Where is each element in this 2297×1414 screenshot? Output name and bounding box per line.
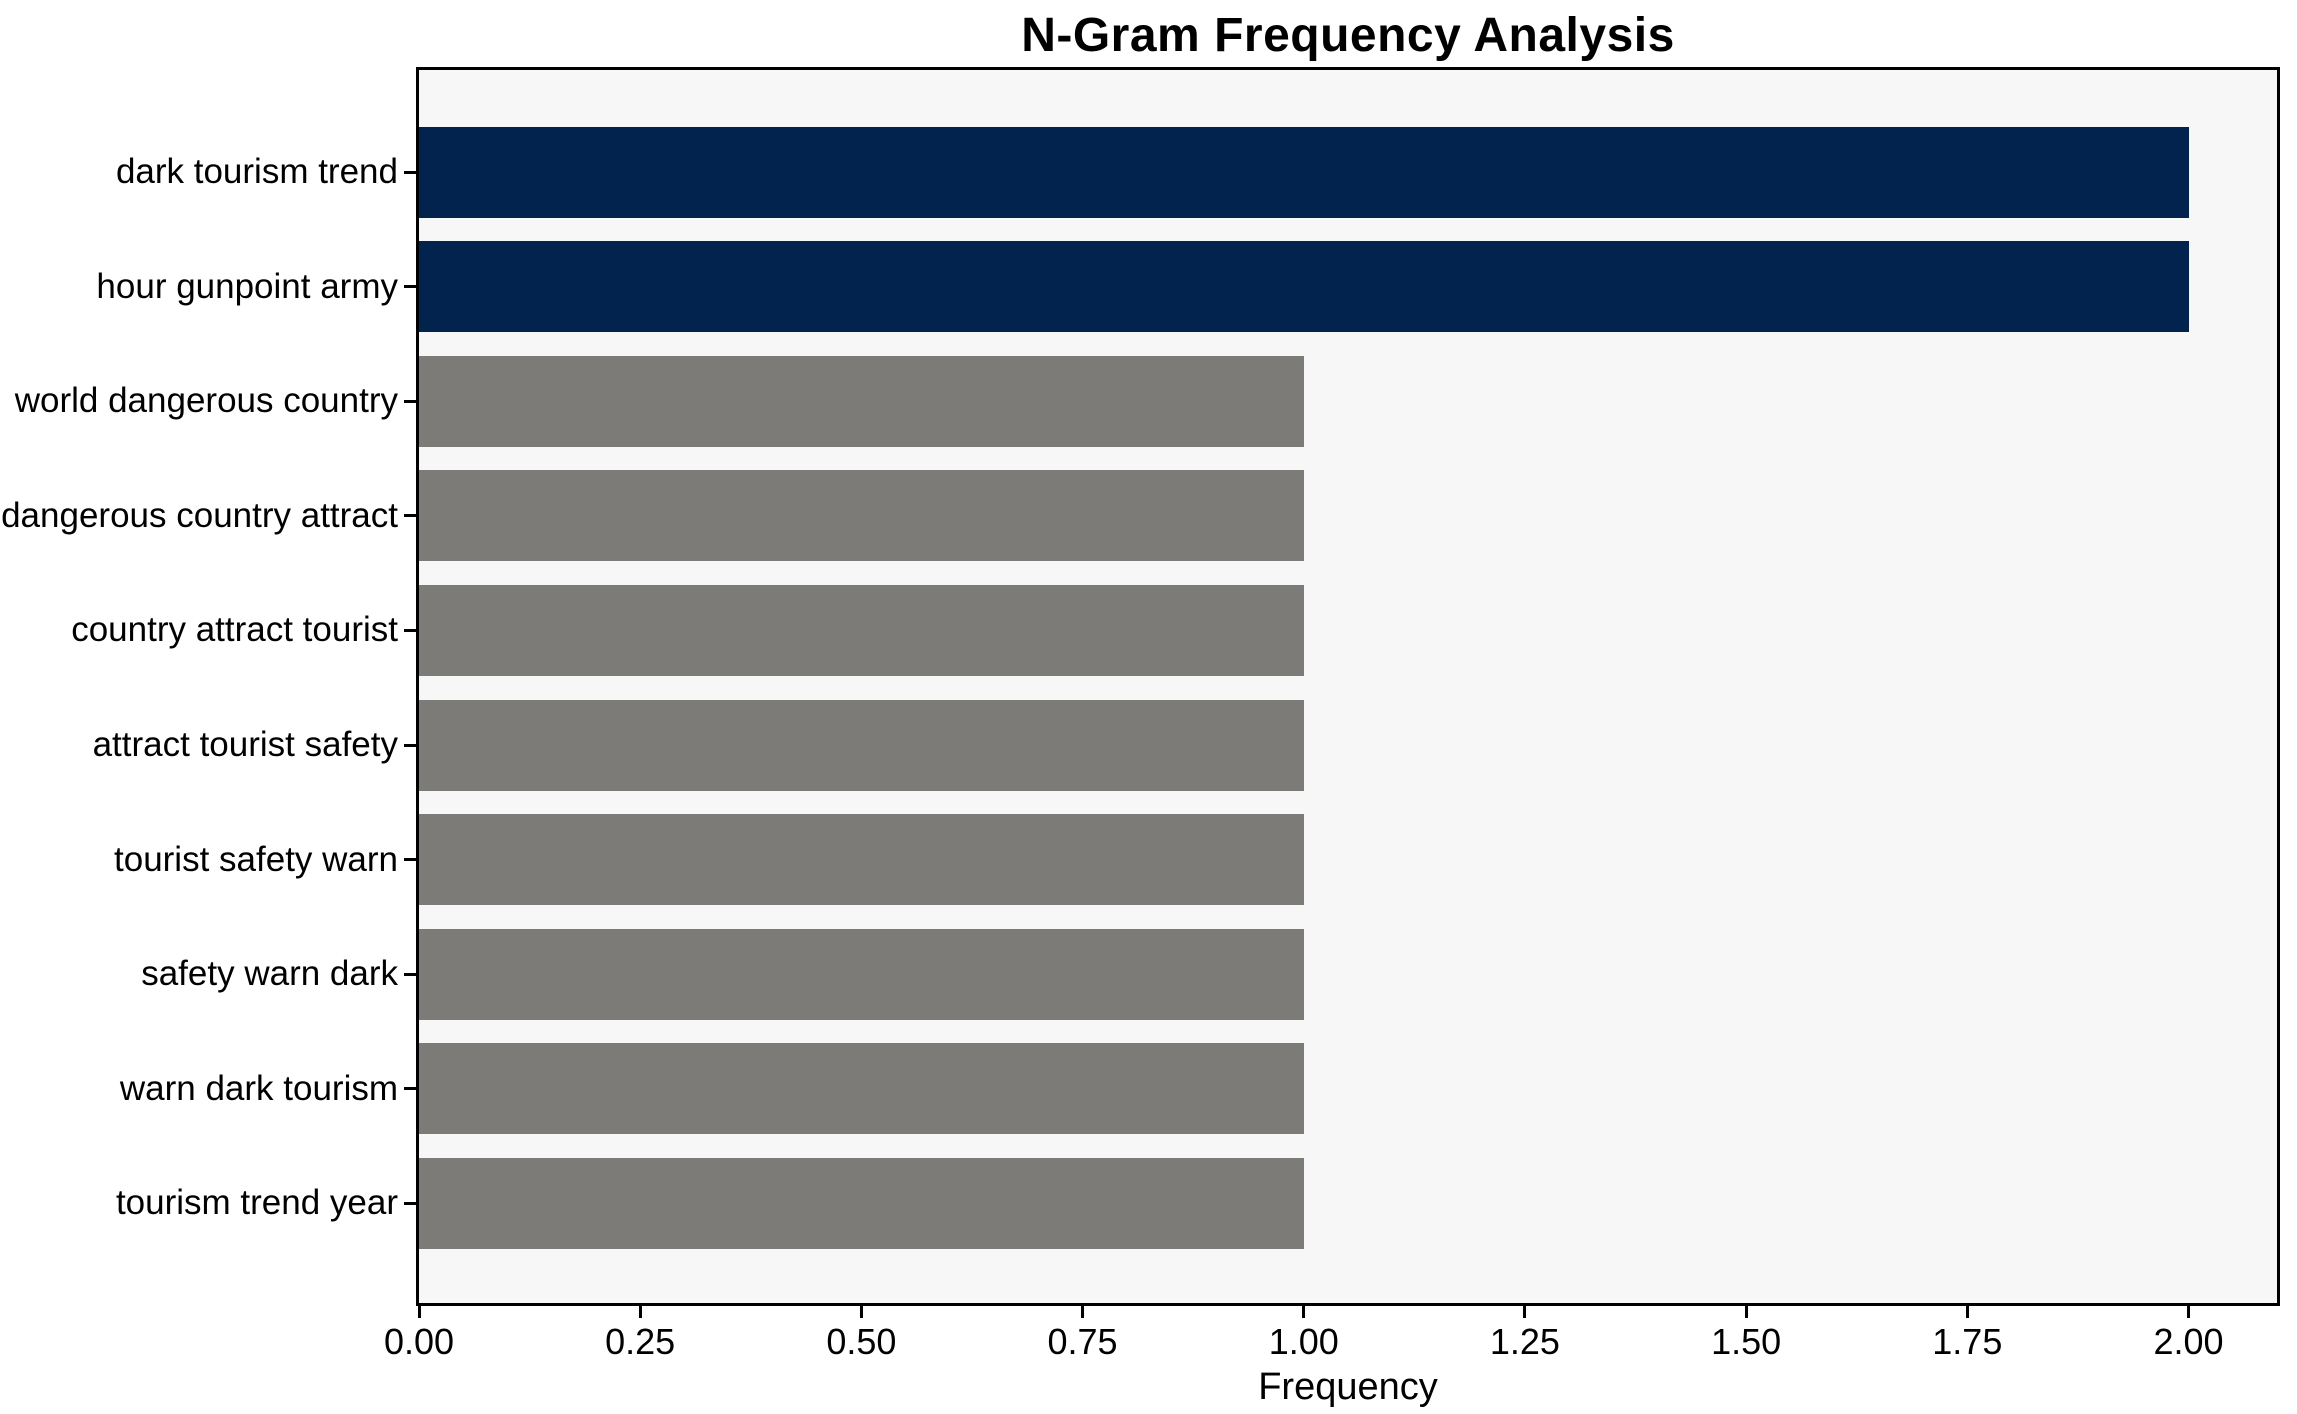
y-tick-mark — [404, 1201, 416, 1205]
bar — [419, 1043, 1304, 1135]
y-tick-mark — [404, 285, 416, 289]
y-tick-label: dark tourism trend — [115, 152, 398, 191]
y-tick-mark — [404, 628, 416, 632]
x-tick-mark — [859, 1306, 863, 1318]
bar — [419, 1157, 1304, 1249]
x-tick-label: 1.75 — [1932, 1321, 2003, 1362]
x-tick-label: 1.25 — [1489, 1321, 1560, 1362]
x-tick-mark — [1523, 1306, 1527, 1318]
x-tick-mark — [2187, 1306, 2191, 1318]
y-tick-label: tourism trend year — [115, 1183, 398, 1223]
y-tick-mark — [404, 170, 416, 174]
y-tick-mark — [404, 1087, 416, 1091]
plot-area — [416, 67, 2280, 1306]
y-tick-mark — [404, 399, 416, 403]
y-tick-label: dangerous country attract — [1, 495, 398, 535]
y-tick-mark — [404, 972, 416, 976]
x-tick-label: 0.00 — [383, 1321, 455, 1362]
x-tick-mark — [1744, 1306, 1748, 1318]
bar — [419, 584, 1304, 676]
y-tick-label: tourist safety warn — [114, 839, 398, 879]
y-tick-label: safety warn dark — [141, 954, 398, 994]
bar — [419, 241, 2189, 333]
x-tick-label: 2.00 — [2153, 1321, 2224, 1362]
bar — [419, 928, 1304, 1020]
x-tick-label: 0.50 — [826, 1321, 897, 1362]
x-tick-mark — [638, 1306, 642, 1318]
y-tick-label: attract tourist safety — [92, 725, 398, 764]
x-tick-mark — [1081, 1306, 1085, 1318]
bar — [419, 699, 1304, 791]
chart-title: N-Gram Frequency Analysis — [1021, 9, 1675, 62]
x-tick-label: 1.00 — [1268, 1321, 1339, 1362]
x-axis-label: Frequency — [1258, 1366, 1438, 1408]
bar — [419, 126, 2189, 218]
x-tick-label: 0.25 — [605, 1321, 676, 1362]
y-tick-mark — [404, 858, 416, 862]
y-axis-labels: dark tourism trend hour gunpoint army worl… — [0, 70, 398, 1303]
y-tick-label: warn dark tourism — [119, 1068, 398, 1108]
y-tick-label: country attract tourist — [71, 610, 398, 650]
y-tick-mark — [404, 514, 416, 518]
y-tick-label: world dangerous country — [14, 381, 398, 421]
x-tick-mark — [417, 1306, 421, 1318]
x-tick-mark — [1302, 1306, 1306, 1318]
x-tick-mark — [1965, 1306, 1969, 1318]
x-tick-label: 1.50 — [1711, 1321, 1782, 1362]
x-tick-label: 0.75 — [1047, 1321, 1118, 1362]
bar — [419, 470, 1304, 562]
bar — [419, 814, 1304, 906]
y-tick-mark — [404, 743, 416, 747]
y-tick-label: hour gunpoint army — [96, 266, 398, 306]
bar — [419, 355, 1304, 447]
